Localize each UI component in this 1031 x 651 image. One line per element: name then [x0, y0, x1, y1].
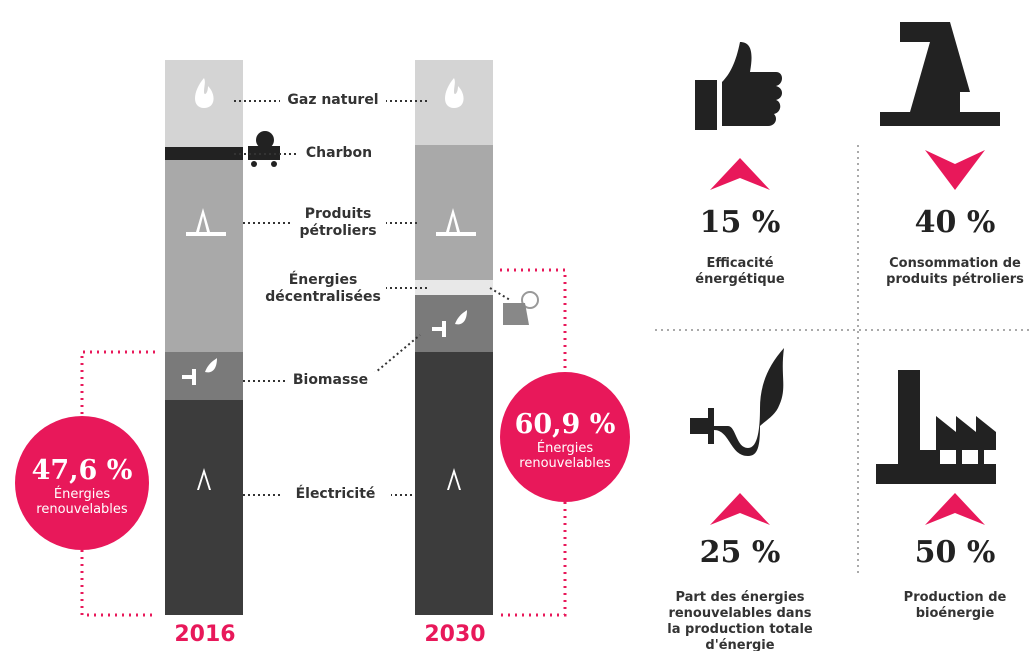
stat-value: 40 % [914, 205, 996, 240]
stat-label: Part des énergies renouvelables dans la … [667, 590, 813, 651]
stat-label: Efficacité énergétique [695, 256, 785, 287]
stat-label: Consommation de produits pétroliers [886, 256, 1024, 287]
segment-label: Charbon [296, 145, 382, 162]
bar-2030 [415, 60, 493, 615]
badge-text: Énergies renouvelables [36, 487, 128, 517]
stat-label: Production de bioénergie [903, 590, 1007, 621]
leader-lines [234, 100, 511, 496]
segment-label: Électricité [280, 486, 391, 503]
segment-label: Gaz naturel [280, 92, 386, 109]
stat-value: 15 % [699, 205, 781, 240]
year-label: 2016 [174, 622, 236, 647]
stat-icons [690, 22, 1000, 484]
stat-value: 50 % [914, 535, 996, 570]
badge-2030 [500, 372, 630, 502]
badge-2016 [15, 416, 149, 550]
bar-2016 [165, 60, 243, 615]
badge-value: 47,6 % [31, 455, 133, 486]
badge-lines [80, 268, 567, 617]
coal-icon [248, 131, 280, 167]
badge-text: Énergies renouvelables [519, 441, 611, 471]
badge-value: 60,9 % [514, 409, 616, 440]
bar-icons [182, 78, 476, 490]
stat-value: 25 % [699, 535, 781, 570]
dividers [655, 145, 1031, 575]
arrows [710, 150, 985, 525]
year-label: 2030 [424, 622, 486, 647]
segment-label: Biomasse [285, 372, 376, 389]
solar-icon [503, 291, 539, 325]
segment-label: Produits pétroliers [290, 206, 386, 240]
segment-label: Énergies décentralisées [260, 272, 386, 306]
